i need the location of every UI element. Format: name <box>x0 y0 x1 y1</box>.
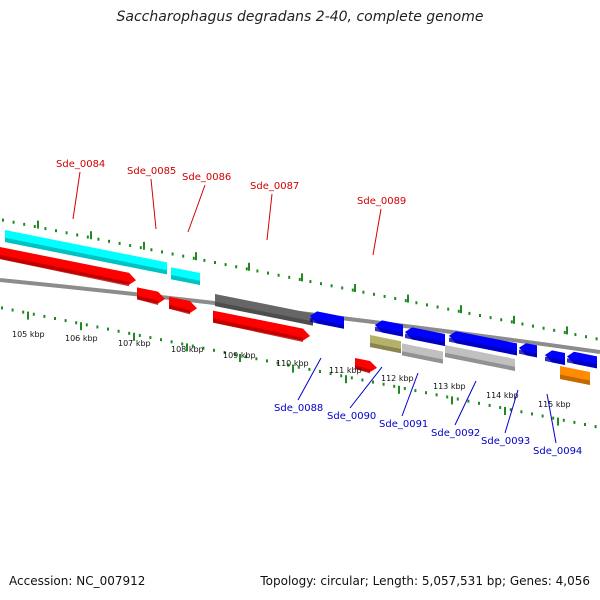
feature-shade <box>560 374 590 385</box>
feature-cds-fwd-0 <box>0 247 136 285</box>
leader-reverse <box>504 389 519 434</box>
feature-shade <box>213 318 303 342</box>
leader-reverse <box>349 366 383 409</box>
kbp-tick-label: 106 kbp <box>65 334 98 343</box>
feature-shade <box>137 295 158 305</box>
kbp-tick-label: 109 kbp <box>223 351 256 360</box>
feature-cds-fwd-5 <box>0 251 2 254</box>
kbp-tick-label: 111 kbp <box>329 366 362 375</box>
feature-shade <box>370 342 401 354</box>
feature-shade <box>449 337 517 356</box>
gene-label-forward: Sde_0085 <box>127 166 176 177</box>
topology-label: Topology: circular; Length: 5,057,531 bp… <box>260 574 590 588</box>
feature-shade <box>0 254 129 287</box>
leader-forward <box>372 208 382 256</box>
gene-label-forward: Sde_0084 <box>56 159 105 170</box>
gene-label-reverse: Sde_0088 <box>274 403 323 414</box>
leader-reverse <box>454 380 477 426</box>
gene-label-reverse: Sde_0094 <box>533 446 582 457</box>
kbp-tick-label: 107 kbp <box>118 339 151 348</box>
feature-shade <box>169 304 190 315</box>
feature-shade <box>545 356 565 365</box>
gene-label-reverse: Sde_0092 <box>431 428 480 439</box>
gene-label-forward: Sde_0089 <box>357 196 406 207</box>
kbp-tick-label: 108 kbp <box>171 345 204 354</box>
feature-shade <box>445 352 515 371</box>
gene-label-forward: Sde_0086 <box>182 172 231 183</box>
leader-forward <box>187 184 206 233</box>
leader-forward <box>72 171 81 220</box>
feature-shade <box>5 237 167 275</box>
leader-reverse <box>297 357 322 401</box>
kbp-tick-label: 115 kbp <box>538 400 571 409</box>
feature-shade <box>405 333 445 346</box>
leader-forward <box>150 178 157 230</box>
leader-reverse <box>546 393 557 444</box>
kbp-tick-label: 114 kbp <box>486 391 519 400</box>
feature-shade <box>215 301 313 326</box>
accession-label: Accession: NC_007912 <box>9 574 146 588</box>
feature-shade <box>375 326 403 337</box>
gene-labels: Sde_0084 Sde_0085 Sde_0086 Sde_0087 Sde_0089… <box>56 159 582 457</box>
feature-shade <box>402 351 443 364</box>
kbp-tick-label: 113 kbp <box>433 382 466 391</box>
feature-shade <box>171 275 200 285</box>
kbp-tick-label: 110 kbp <box>276 359 309 368</box>
feature-cds-fwd-3 <box>213 310 310 341</box>
feature-shade <box>519 349 537 358</box>
tick-marks <box>1 218 598 429</box>
gene-label-reverse: Sde_0091 <box>379 419 428 430</box>
gene-features <box>0 230 597 385</box>
feature-shade <box>567 358 597 369</box>
feature-shade <box>310 317 344 329</box>
leader-reverse <box>401 372 419 417</box>
feature-shade <box>355 365 370 374</box>
gene-label-reverse: Sde_0090 <box>327 411 376 422</box>
map-title: Saccharophagus degradans 2-40, complete … <box>116 9 484 25</box>
kbp-axis-labels: 105 kbp 106 kbp 107 kbp 108 kbp 109 kbp 110 k… <box>12 330 571 409</box>
kbp-tick-label: 112 kbp <box>381 374 414 383</box>
label-leaders <box>72 171 557 444</box>
leader-forward <box>266 193 273 241</box>
gene-label-reverse: Sde_0093 <box>481 436 530 447</box>
kbp-tick-label: 105 kbp <box>12 330 45 339</box>
gene-label-forward: Sde_0087 <box>250 181 299 192</box>
